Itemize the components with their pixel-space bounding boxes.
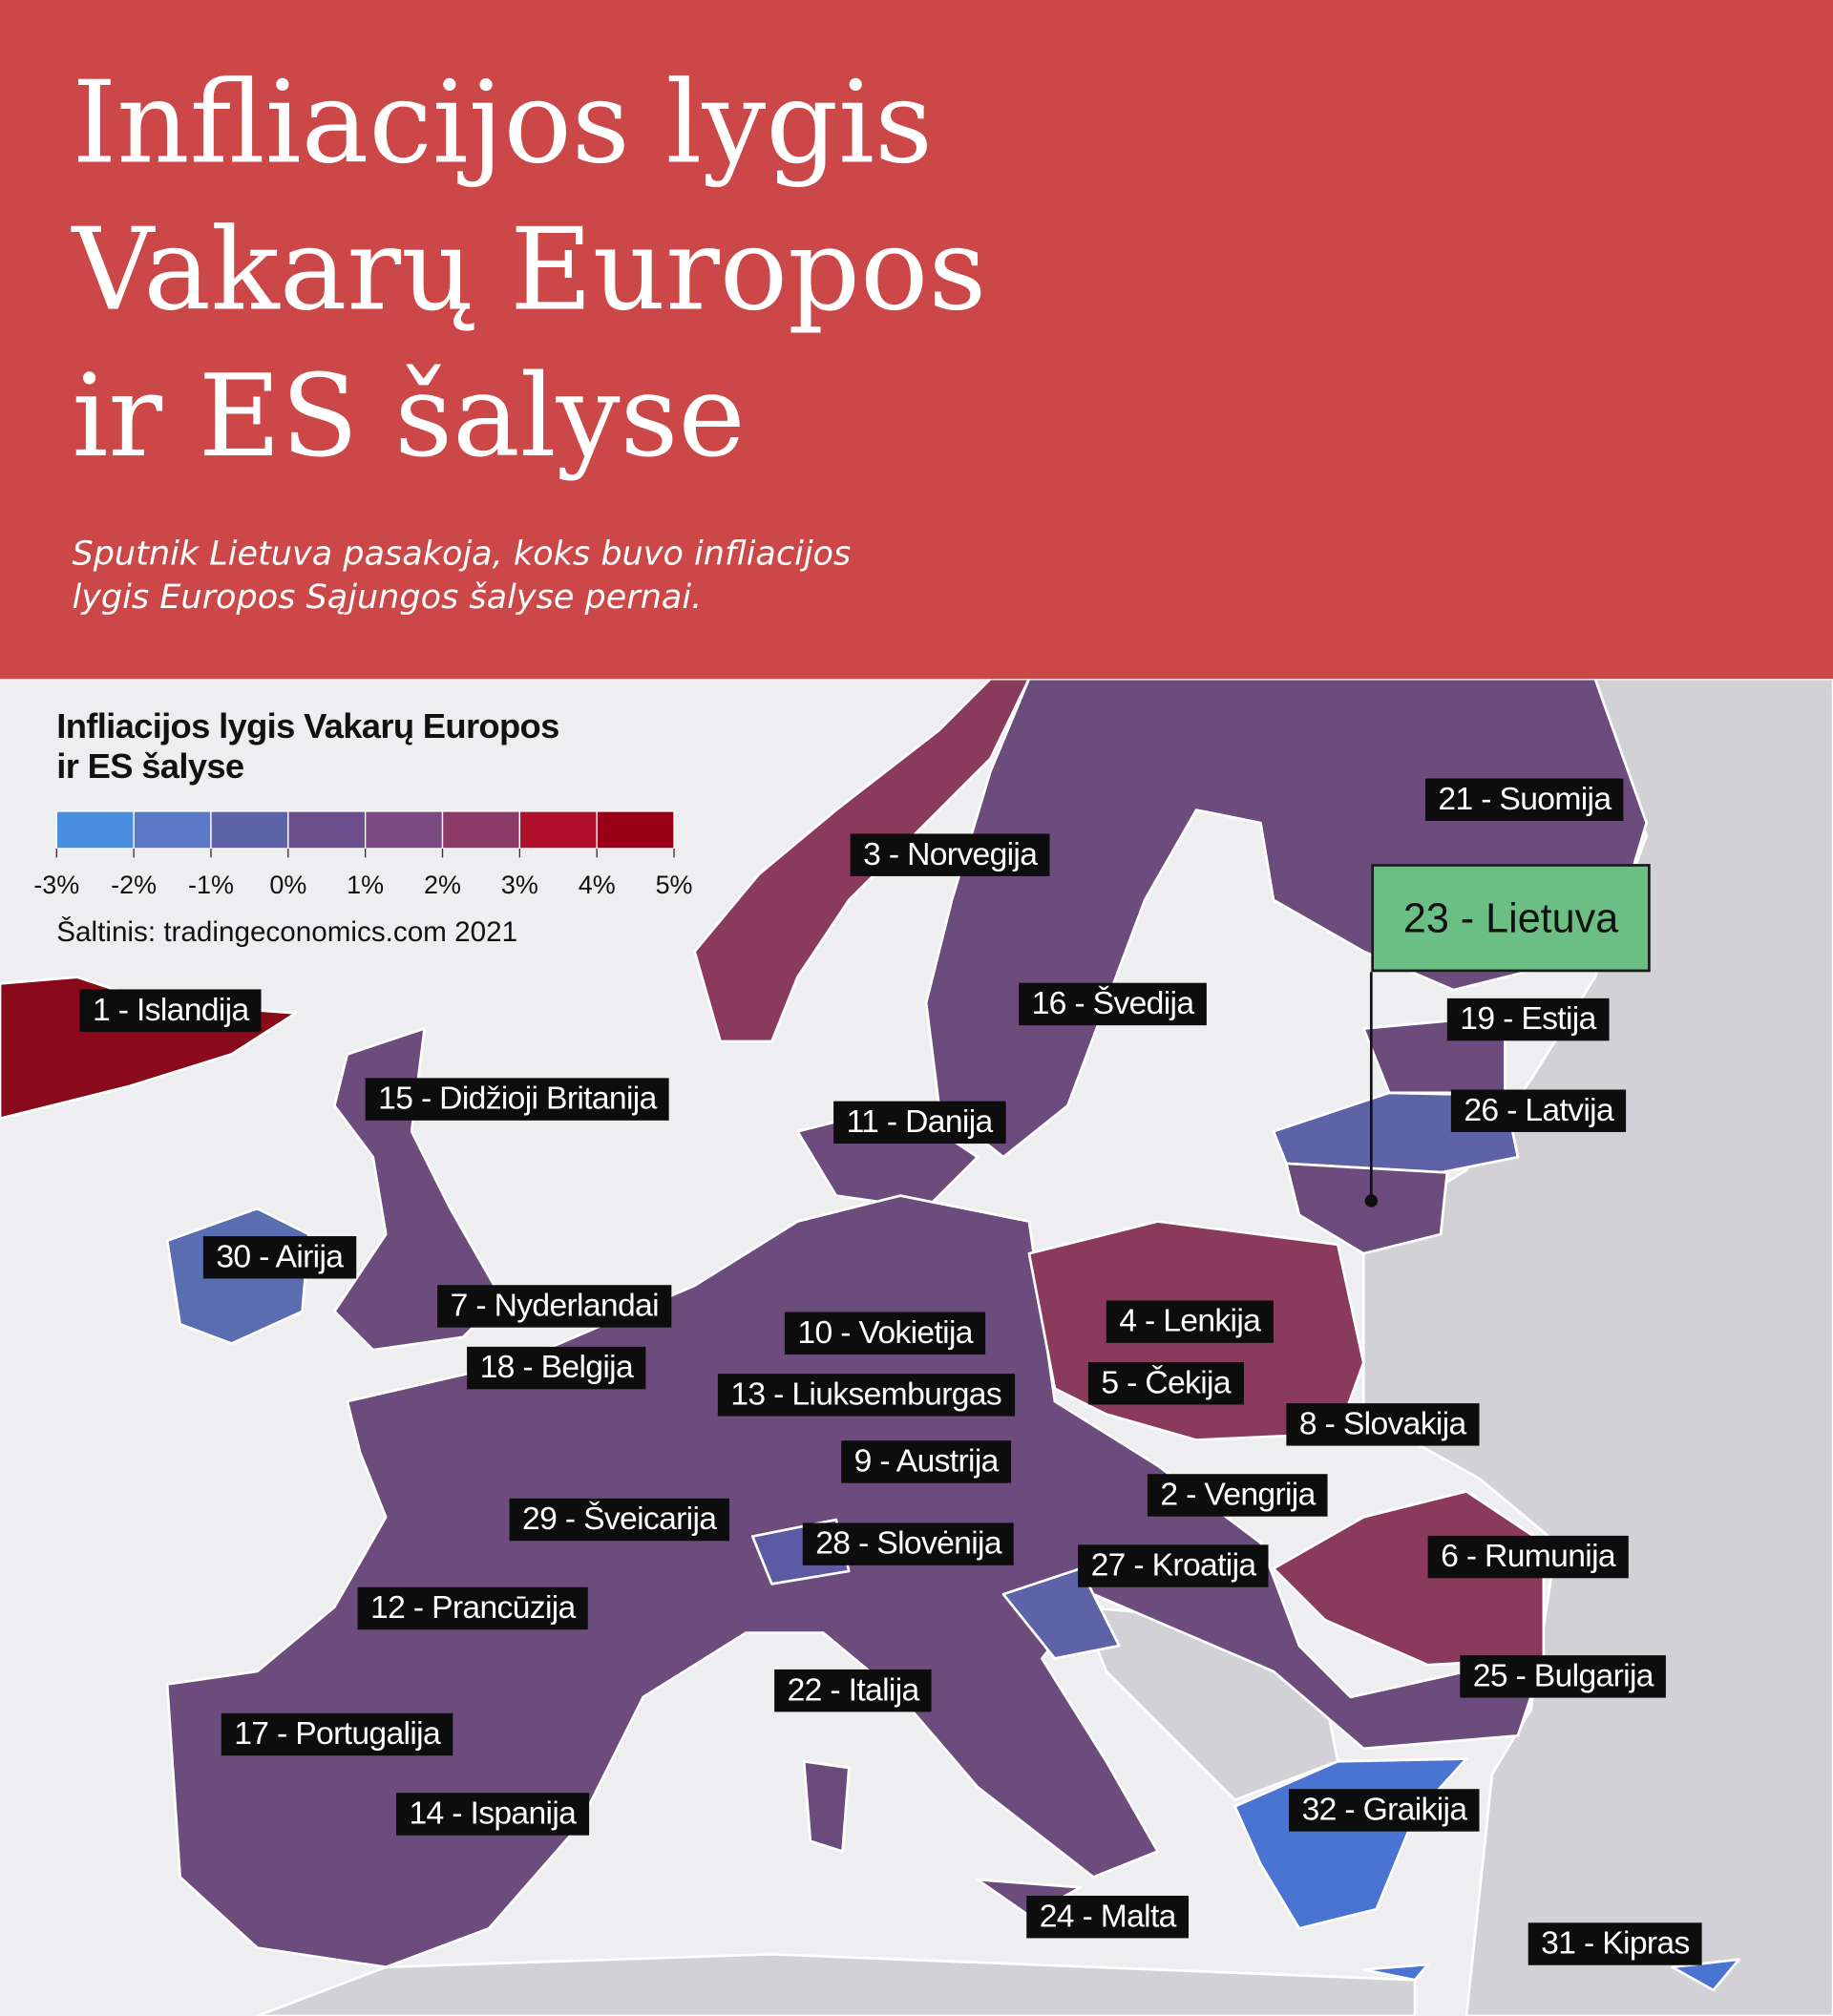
legend-label: 0% <box>269 872 307 900</box>
title-line: ir ES šalyse <box>72 349 746 483</box>
country-label: 5 - Čekija <box>1087 1362 1244 1405</box>
country <box>1272 1490 1546 1667</box>
highlight-label: 23 - Lietuva <box>1371 864 1651 973</box>
legend-bar <box>55 810 675 858</box>
country-label: 3 - Norvegija <box>850 833 1050 876</box>
country-label: 10 - Vokietija <box>784 1312 986 1354</box>
country-label: 11 - Danija <box>833 1101 1006 1144</box>
country-label: 7 - Nyderlandai <box>437 1285 672 1328</box>
country-label: 28 - Slovėnija <box>802 1522 1015 1565</box>
country-label: 14 - Ispanija <box>395 1793 589 1836</box>
pointer-dot <box>1364 1194 1379 1208</box>
country <box>1671 1958 1741 1992</box>
country-label: 24 - Malta <box>1026 1896 1190 1939</box>
subtitle-line: lygis Europos Sąjungos šalyse pernai. <box>72 578 703 618</box>
legend-label: -3% <box>33 872 80 900</box>
legend-title: Infliacijos lygis Vakarų Europos <box>56 706 559 746</box>
legend-swatch <box>518 810 598 850</box>
country-label: 15 - Didžioji Britanija <box>365 1078 670 1121</box>
country-label: 31 - Kipras <box>1528 1922 1703 1965</box>
country-label: 18 - Belgija <box>467 1346 646 1390</box>
country-label: 13 - Liuksemburgas <box>717 1374 1015 1417</box>
country-label: 9 - Austrija <box>841 1440 1012 1483</box>
country <box>1001 1566 1121 1660</box>
legend-swatch <box>287 810 367 850</box>
country-label: 32 - Graikija <box>1289 1789 1480 1832</box>
legend-swatch <box>596 810 675 850</box>
source: Šaltinis: tradingeconomics.com 2021 <box>56 914 518 948</box>
country-label: 29 - Šveicarija <box>509 1498 729 1542</box>
country-label: 22 - Italija <box>774 1669 933 1712</box>
legend-swatch <box>210 810 289 850</box>
title-line: Infliacijos lygis <box>72 56 933 189</box>
country-label: 17 - Portugalija <box>221 1712 453 1756</box>
legend-swatch <box>364 810 444 850</box>
country <box>1285 1162 1449 1255</box>
country-label: 1 - Islandija <box>79 989 263 1032</box>
country-label: 19 - Estija <box>1446 998 1610 1041</box>
legend-label: 3% <box>500 872 538 900</box>
country-label: 25 - Bulgarija <box>1460 1655 1667 1698</box>
country <box>802 1759 851 1853</box>
legend-title: ir ES šalyse <box>56 746 244 786</box>
legend-label: 2% <box>424 872 461 900</box>
header: Infliacijos lygis Vakarų Europos ir ES š… <box>0 0 1833 680</box>
country-label: 21 - Suomija <box>1424 778 1624 821</box>
legend-label: 1% <box>347 872 385 900</box>
country-label: 4 - Lenkija <box>1106 1300 1274 1343</box>
non-eu-land <box>256 1952 1417 2016</box>
country-label: 2 - Vengrija <box>1147 1474 1329 1517</box>
country-label: 27 - Kroatija <box>1078 1544 1269 1587</box>
country-label: 16 - Švedija <box>1019 982 1207 1026</box>
country-label: 12 - Prancūzija <box>357 1586 589 1630</box>
country-label: 8 - Slovakija <box>1286 1403 1480 1446</box>
legend-label: 5% <box>655 872 693 900</box>
legend-swatch <box>441 810 521 850</box>
legend-label: -2% <box>111 872 158 900</box>
country-label: 30 - Airija <box>202 1236 356 1279</box>
country-label: 26 - Latvija <box>1450 1089 1627 1132</box>
country <box>1361 1963 1429 1982</box>
title-line: Vakarų Europos <box>72 202 987 336</box>
legend-swatch <box>55 810 135 850</box>
subtitle-line: Sputnik Lietuva pasakoja, koks buvo infl… <box>72 535 852 574</box>
legend-swatch <box>133 810 212 850</box>
legend-label: 4% <box>578 872 616 900</box>
legend-label: -1% <box>188 872 234 900</box>
country-label: 6 - Rumunija <box>1427 1535 1629 1579</box>
